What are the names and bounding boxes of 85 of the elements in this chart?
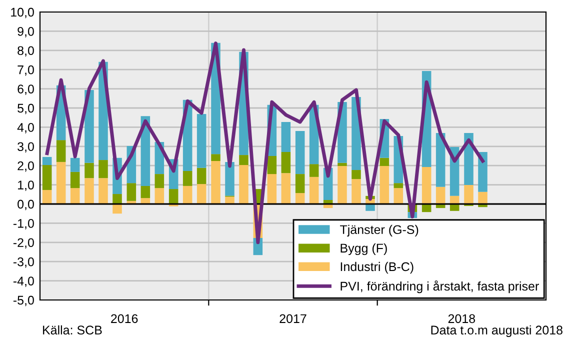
bar bbox=[464, 184, 474, 204]
bar bbox=[281, 173, 291, 204]
y-tick-label: -5,0 bbox=[13, 296, 34, 306]
legend-label: Bygg (F) bbox=[340, 243, 387, 256]
x-tick-label: 2017 bbox=[280, 314, 306, 324]
legend-label: Industri (B-C) bbox=[340, 262, 414, 274]
y-tick-label: 7,0 bbox=[18, 65, 34, 76]
bar bbox=[338, 166, 347, 204]
bar bbox=[70, 172, 80, 188]
y-tick-label: 10,0 bbox=[11, 8, 34, 18]
y-tick-label: 1,0 bbox=[18, 180, 34, 191]
bar bbox=[422, 204, 432, 212]
bar bbox=[394, 188, 404, 204]
bar bbox=[295, 174, 305, 194]
bar bbox=[309, 164, 319, 177]
bar bbox=[84, 162, 94, 178]
bar bbox=[154, 188, 164, 204]
y-tick-label: 2,0 bbox=[18, 161, 34, 172]
bar bbox=[140, 198, 150, 204]
bar bbox=[281, 152, 291, 174]
x-tick-label: 2018 bbox=[448, 314, 476, 324]
bar bbox=[56, 162, 66, 204]
y-tick-label: -3,0 bbox=[13, 257, 34, 268]
bar bbox=[436, 186, 446, 204]
bar bbox=[225, 196, 234, 204]
bar bbox=[182, 186, 192, 204]
bar bbox=[42, 165, 52, 190]
bar bbox=[112, 194, 122, 204]
y-tick-label: 9,0 bbox=[18, 27, 34, 38]
line-series bbox=[45, 42, 484, 244]
bar bbox=[168, 189, 178, 204]
bar bbox=[70, 188, 80, 204]
bar bbox=[182, 170, 192, 186]
bar bbox=[366, 204, 375, 211]
y-tick-label: 6,0 bbox=[18, 84, 34, 95]
bar bbox=[394, 183, 404, 188]
legend-label: PVI, förändring i årstakt, fasta priser bbox=[340, 280, 539, 294]
bar bbox=[295, 193, 305, 204]
bar bbox=[196, 168, 206, 184]
bar bbox=[239, 155, 248, 166]
bar bbox=[295, 131, 305, 174]
bar bbox=[211, 154, 220, 161]
bar bbox=[112, 204, 122, 214]
y-tick-label: -4,0 bbox=[13, 276, 34, 287]
bar bbox=[140, 186, 150, 198]
bar bbox=[98, 178, 108, 204]
y-tick-label: 3,0 bbox=[18, 142, 34, 153]
bar bbox=[42, 156, 52, 166]
text: Data t.o.m augusti 2018 bbox=[431, 325, 562, 337]
x-tick-label: 2016 bbox=[111, 314, 138, 324]
bar bbox=[211, 160, 220, 204]
bar bbox=[267, 156, 277, 174]
bar bbox=[352, 179, 361, 204]
bar bbox=[422, 166, 432, 204]
bar bbox=[267, 174, 277, 204]
bar bbox=[225, 162, 234, 196]
bar bbox=[478, 192, 488, 204]
bar bbox=[154, 174, 164, 188]
bar bbox=[70, 158, 80, 172]
y-tick-label: 4,0 bbox=[17, 123, 34, 134]
y-tick-label: 5,0 bbox=[18, 104, 34, 114]
bar bbox=[436, 132, 446, 187]
bar bbox=[42, 190, 52, 204]
y-tick-label: -1,0 bbox=[13, 219, 34, 230]
bar bbox=[281, 122, 291, 152]
bar bbox=[338, 162, 347, 166]
bar bbox=[56, 140, 66, 162]
bar bbox=[196, 184, 206, 204]
bar bbox=[309, 176, 319, 204]
bar bbox=[450, 204, 460, 211]
legend-label: Tjänster (G-S) bbox=[340, 224, 418, 237]
text: Källa: SCB bbox=[43, 325, 102, 335]
y-tick-label: 0,0 bbox=[18, 200, 34, 210]
bar bbox=[239, 165, 248, 204]
bar bbox=[380, 166, 390, 204]
y-tick-label: -2,0 bbox=[13, 238, 34, 249]
bar bbox=[84, 178, 94, 204]
y-tick-label: 8,0 bbox=[18, 46, 34, 57]
bar bbox=[126, 183, 136, 201]
bar bbox=[352, 170, 361, 180]
bar bbox=[196, 114, 206, 168]
bar bbox=[478, 152, 488, 192]
bar bbox=[98, 160, 108, 178]
bar bbox=[380, 158, 390, 166]
bar bbox=[450, 196, 460, 204]
